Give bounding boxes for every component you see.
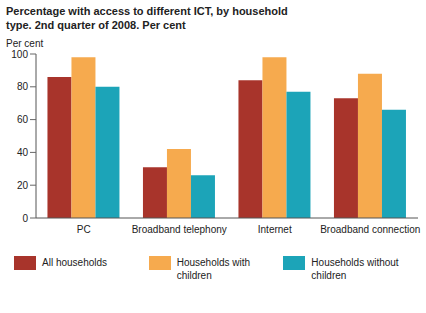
svg-text:Broadband connection: Broadband connection <box>320 224 418 235</box>
svg-text:20: 20 <box>17 180 29 191</box>
html-text:Households with children: Households with children <box>176 257 250 281</box>
svg-text:40: 40 <box>17 147 29 158</box>
html-text:Per cent: Per cent <box>6 38 44 49</box>
svg-text:Broadband telephony: Broadband telephony <box>132 224 227 235</box>
svg-text:60: 60 <box>17 114 29 125</box>
svg-text:Internet: Internet <box>258 224 292 235</box>
svg-text:PC: PC <box>77 224 91 235</box>
svg-text:100: 100 <box>11 49 28 60</box>
svg-text:80: 80 <box>17 81 29 92</box>
html-text:All households: All households <box>42 257 107 268</box>
html-text:Households without children: Households without children <box>311 257 399 281</box>
svg-text:0: 0 <box>22 213 28 224</box>
html-text:Percentage with access to diff: Percentage with access to different ICT,… <box>6 5 288 31</box>
